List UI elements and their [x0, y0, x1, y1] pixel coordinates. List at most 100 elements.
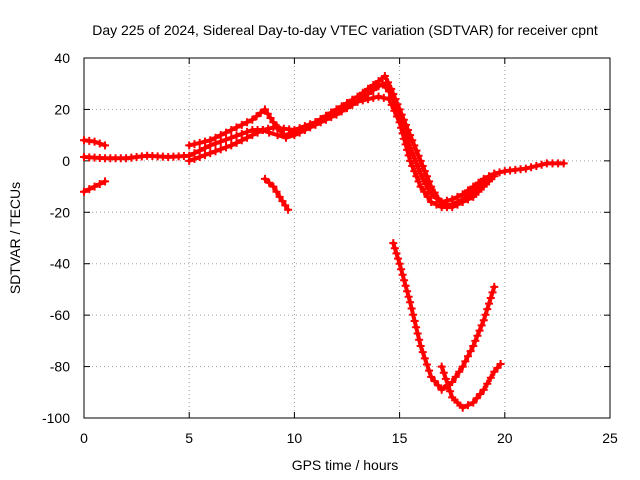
data-point: [425, 177, 434, 186]
data-point: [412, 146, 421, 155]
data-point: [394, 254, 403, 263]
data-point: [420, 187, 429, 196]
data-point: [260, 105, 269, 114]
data-point: [437, 385, 446, 394]
data-point: [395, 259, 404, 268]
data-point: [485, 177, 494, 186]
data-point: [420, 354, 429, 363]
data-point: [488, 288, 497, 297]
data-point: [185, 156, 194, 165]
data-point: [258, 126, 267, 134]
data-point: [434, 381, 443, 390]
data-point: [406, 298, 415, 307]
x-tick-label: 10: [287, 430, 303, 446]
data-point: [284, 205, 293, 214]
data-point: [400, 276, 409, 285]
series-mid-dip: [260, 174, 293, 214]
data-point: [448, 378, 457, 386]
data-point: [232, 138, 241, 147]
x-tick-label: 15: [392, 430, 408, 446]
series-deep-B: [437, 360, 505, 412]
data-point: [422, 172, 431, 181]
data-point: [453, 398, 462, 407]
data-point: [406, 156, 415, 165]
data-point: [397, 110, 406, 119]
data-point: [389, 90, 398, 98]
data-point: [206, 136, 215, 145]
data-point: [275, 192, 284, 201]
data-point: [537, 160, 546, 169]
data-point: [321, 111, 330, 120]
data-point: [434, 194, 443, 203]
data-point: [521, 164, 530, 173]
y-tick-label: 0: [62, 153, 70, 169]
data-point: [532, 162, 541, 170]
data-point: [399, 115, 408, 124]
data-point: [300, 122, 309, 131]
series-line: [187, 74, 497, 207]
data-point: [200, 137, 209, 146]
data-point: [412, 159, 421, 168]
data-point: [401, 281, 410, 290]
data-point: [415, 335, 424, 344]
data-point: [466, 347, 475, 356]
data-point: [269, 182, 278, 191]
y-tick-label: -20: [50, 204, 70, 220]
data-point: [353, 97, 362, 106]
data-point: [420, 167, 429, 176]
data-point: [348, 99, 357, 108]
data-point: [380, 72, 389, 80]
data-point: [455, 367, 464, 376]
data-point: [559, 159, 568, 168]
data-point: [332, 105, 341, 114]
data-point: [477, 321, 486, 330]
data-point: [392, 112, 401, 121]
data-point: [222, 143, 231, 152]
y-tick-label: -80: [50, 359, 70, 375]
data-point: [414, 151, 423, 160]
data-point: [437, 362, 446, 371]
data-point: [243, 133, 252, 142]
data-point: [479, 182, 488, 191]
x-axis-label: GPS time / hours: [292, 457, 399, 473]
data-point: [403, 145, 412, 154]
data-point: [227, 133, 236, 142]
series-deep-A: [389, 239, 499, 394]
data-point: [390, 106, 399, 115]
data-point: [398, 270, 407, 279]
data-point: [364, 95, 373, 104]
data-point: [408, 136, 417, 145]
x-tick-label: 0: [80, 430, 88, 446]
data-point: [369, 81, 378, 89]
data-point: [401, 140, 410, 149]
data-point: [463, 401, 472, 410]
data-point: [458, 403, 467, 412]
data-point: [358, 88, 367, 97]
data-point: [471, 336, 480, 345]
data-point: [395, 118, 404, 127]
data-point: [227, 126, 236, 134]
data-point: [451, 372, 460, 381]
series-main-C: [185, 92, 499, 212]
data-point: [387, 84, 396, 93]
data-point: [469, 192, 478, 201]
data-point: [232, 131, 241, 140]
data-point: [432, 200, 441, 209]
data-point: [211, 147, 220, 156]
data-point: [410, 141, 419, 150]
plot-frame: [83, 57, 611, 419]
data-point: [343, 101, 351, 110]
data-point: [416, 342, 425, 350]
data-point: [448, 203, 457, 212]
data-point: [418, 162, 427, 170]
chart-title: Day 225 of 2024, Sidereal Day-to-day VTE…: [92, 22, 598, 38]
data-point: [414, 164, 423, 173]
data-point: [423, 192, 432, 201]
data-point: [374, 92, 383, 101]
data-point: [472, 394, 481, 403]
series-lower-short: [80, 177, 110, 196]
data-point: [448, 393, 457, 402]
data-point: [264, 124, 273, 133]
data-point: [397, 265, 406, 274]
data-point: [483, 379, 492, 388]
